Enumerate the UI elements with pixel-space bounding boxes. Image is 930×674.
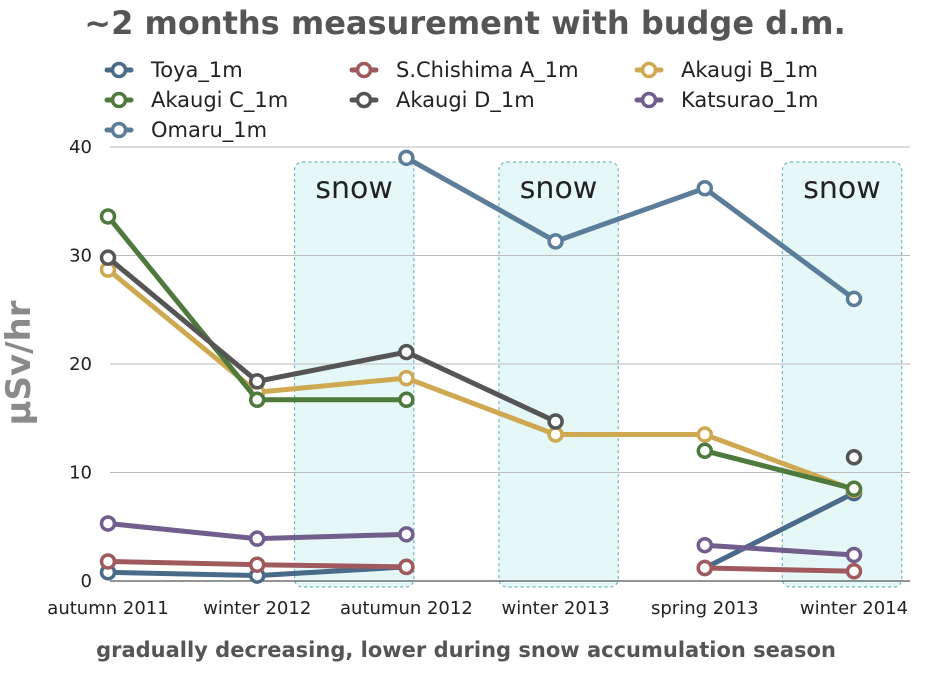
y-tick-label: 0 — [81, 571, 92, 592]
x-tick-labels: autumn 2011 winter 2012 autumun 2012 winter… — [47, 598, 908, 619]
data-point — [696, 536, 714, 554]
series-s-chishima-a-1m — [99, 553, 863, 580]
data-point — [398, 343, 415, 361]
data-point — [248, 391, 266, 409]
data-point — [845, 480, 863, 498]
y-tick-label: 30 — [69, 246, 92, 267]
data-point — [99, 249, 117, 266]
legend-item: Akaugi D_1m — [349, 88, 535, 113]
snow-band — [498, 161, 619, 588]
data-point — [696, 442, 714, 460]
y-tick-label: 40 — [69, 137, 92, 158]
y-axis-label: μSv/hr — [0, 300, 39, 425]
legend-label: Toya_1m — [150, 58, 243, 83]
data-point — [248, 556, 266, 573]
legend-label: Katsurao_1m — [681, 88, 818, 113]
legend-swatch-marker — [110, 61, 128, 79]
data-point — [845, 562, 863, 580]
data-series — [99, 149, 863, 584]
legend: Toya_1m S.Chishima A_1m Akaugi B_1m Akaugi … — [104, 58, 818, 143]
series-omaru-1m — [398, 149, 863, 308]
series-line — [702, 448, 857, 492]
series-line — [702, 542, 857, 558]
data-point — [398, 149, 415, 167]
legend-swatch-marker — [110, 121, 128, 139]
y-tick-labels: 0 10 20 30 40 — [69, 137, 92, 592]
legend-label: Akaugi D_1m — [396, 88, 535, 113]
x-tick-label: spring 2013 — [651, 598, 759, 619]
data-point — [99, 515, 117, 532]
series-line — [105, 267, 857, 493]
grid-lines — [110, 146, 910, 582]
legend-item: Akaugi B_1m — [634, 58, 818, 83]
y-tick-label: 10 — [69, 463, 92, 484]
data-point — [248, 530, 266, 547]
snow-band-label: snow — [315, 171, 393, 206]
legend-label: Omaru_1m — [151, 118, 267, 143]
legend-item: Omaru_1m — [104, 118, 267, 143]
data-point — [99, 208, 117, 225]
series-katsurao-1m — [99, 515, 863, 564]
legend-item: Akaugi C_1m — [104, 88, 288, 113]
chart-title: ~2 months measurement with budge d.m. — [84, 4, 845, 42]
data-point — [845, 546, 863, 564]
legend-label: S.Chishima A_1m — [396, 58, 579, 83]
y-tick-label: 20 — [69, 354, 92, 375]
snow-band-label: snow — [803, 171, 881, 206]
snow-band-label: snow — [520, 171, 598, 206]
data-point — [696, 179, 714, 197]
data-point — [398, 526, 415, 543]
x-tick-label: winter 2013 — [501, 598, 609, 619]
series-akaugi-d-1m — [99, 249, 863, 466]
legend-swatch-marker — [355, 91, 373, 109]
series-line — [702, 490, 857, 571]
snow-band — [781, 161, 903, 588]
data-point — [398, 558, 415, 576]
data-point — [547, 233, 564, 250]
data-point — [845, 290, 863, 308]
legend-swatch-marker — [110, 91, 128, 109]
data-point — [99, 553, 117, 570]
data-point — [696, 426, 714, 443]
snow-band — [293, 161, 415, 588]
data-point — [696, 559, 714, 577]
x-axis-label: gradually decreasing, lower during snow … — [96, 638, 836, 662]
data-point — [248, 373, 266, 390]
legend-item: Katsurao_1m — [634, 88, 818, 113]
legend-swatch-marker — [640, 91, 658, 109]
series-line — [403, 155, 857, 302]
legend-label: Akaugi C_1m — [151, 88, 288, 113]
x-tick-label: autumn 2011 — [47, 598, 168, 619]
legend-swatch-marker — [355, 61, 373, 79]
legend-item: Toya_1m — [104, 58, 243, 83]
x-tick-label: winter 2014 — [800, 598, 908, 619]
legend-label: Akaugi B_1m — [681, 58, 818, 83]
data-point — [547, 413, 564, 430]
data-point — [547, 426, 564, 443]
series-line — [105, 255, 559, 425]
data-point — [398, 391, 415, 409]
series-akaugi-c-1m — [99, 208, 863, 498]
data-point — [845, 449, 863, 466]
x-tick-label: winter 2012 — [203, 598, 311, 619]
legend-swatch-marker — [640, 61, 658, 79]
legend-item: S.Chishima A_1m — [349, 58, 579, 83]
series-line — [702, 565, 857, 574]
x-tick-label: autumun 2012 — [340, 598, 473, 619]
data-point — [398, 369, 415, 387]
